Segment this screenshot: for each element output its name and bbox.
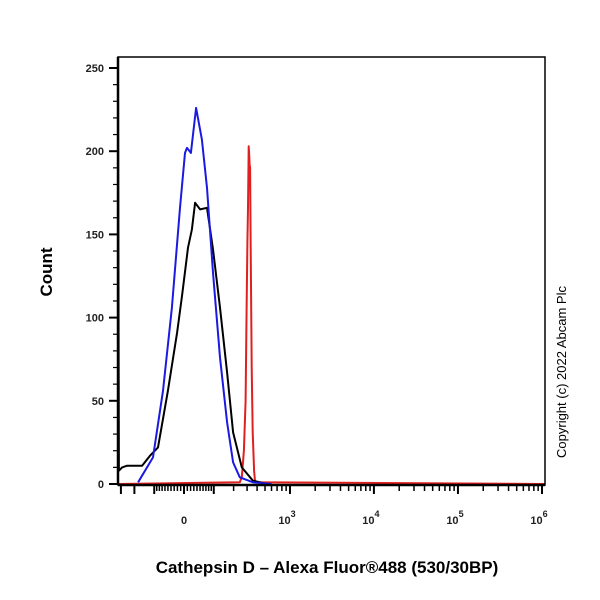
- series-line-1: [117, 67, 268, 485]
- y-axis-label: Count: [37, 247, 56, 296]
- x-tick-exponent: 4: [375, 509, 380, 519]
- copyright-annotation: Copyright (c) 2022 Abcam Plc: [554, 286, 569, 458]
- x-tick-exponent: 3: [291, 509, 296, 519]
- x-tick-label: 105: [446, 509, 463, 527]
- x-tick-base: 10: [446, 515, 458, 527]
- y-tick-label: 250: [86, 63, 104, 75]
- series-line-0: [117, 145, 546, 485]
- series-line-2: [137, 106, 272, 485]
- y-tick-label: 0: [98, 479, 104, 491]
- y-tick-label: 150: [86, 229, 104, 241]
- y-tick-label: 50: [92, 396, 104, 408]
- y-tick-label: 100: [86, 313, 104, 325]
- y-tick-label: 200: [86, 146, 104, 158]
- x-tick-base: 0: [181, 515, 187, 527]
- x-tick-base: 10: [278, 515, 290, 527]
- x-tick-exponent: 6: [543, 509, 548, 519]
- plot-frame: [117, 56, 546, 486]
- x-tick-exponent: 5: [459, 509, 464, 519]
- x-tick-label: 106: [530, 509, 547, 527]
- x-tick-base: 10: [530, 515, 542, 527]
- plot-area: [117, 67, 546, 485]
- x-tick-label: 104: [362, 509, 379, 527]
- x-tick-label: 0: [181, 515, 187, 527]
- x-tick-label: 103: [278, 509, 295, 527]
- x-axis-label: Cathepsin D – Alexa Fluor®488 (530/30BP): [156, 558, 499, 577]
- x-tick-base: 10: [362, 515, 374, 527]
